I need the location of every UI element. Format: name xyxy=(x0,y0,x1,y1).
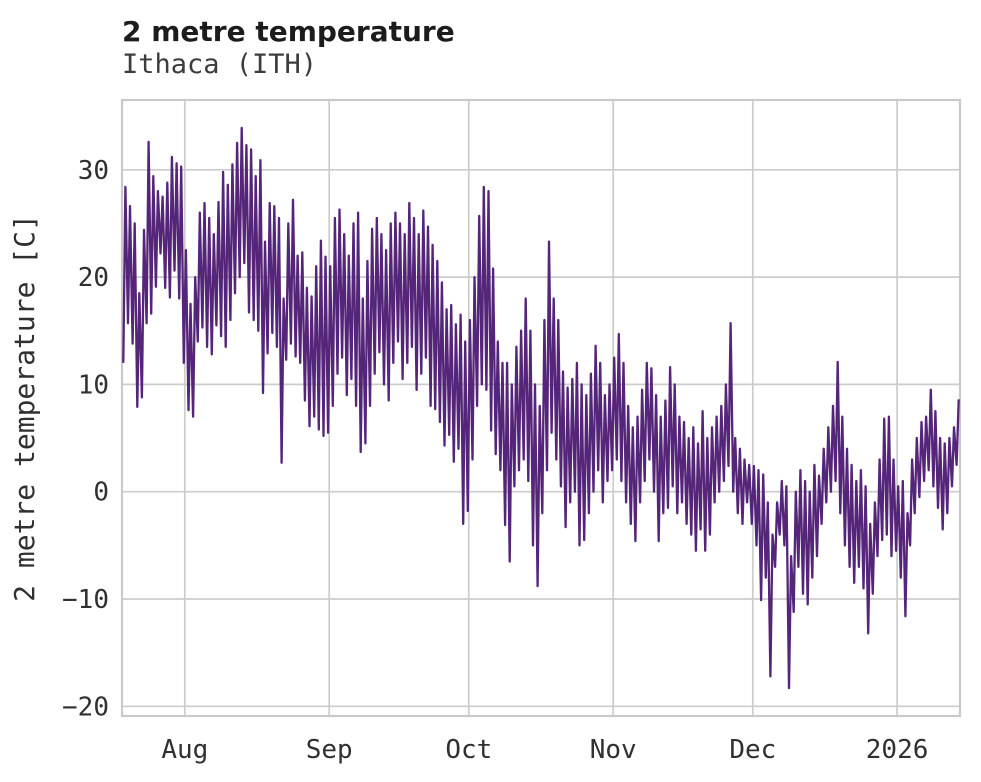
x-tick-label: Dec xyxy=(729,735,776,765)
y-tick-label: 0 xyxy=(93,478,109,508)
plot-border xyxy=(120,98,962,718)
x-tick-label: 2026 xyxy=(866,735,929,765)
y-tick-label: 20 xyxy=(78,263,109,293)
temperature-line xyxy=(122,126,960,690)
y-tick-label: 10 xyxy=(78,370,109,400)
x-tick-label: Oct xyxy=(445,735,492,765)
x-tick-label: Aug xyxy=(161,735,208,765)
chart-subtitle: Ithaca (ITH) xyxy=(122,49,318,80)
x-tick-label: Nov xyxy=(590,735,637,765)
y-tick-label: 30 xyxy=(78,156,109,186)
y-tick-label: −20 xyxy=(62,692,109,722)
y-axis-label: 2 metre temperature [C] xyxy=(8,214,41,602)
x-tick-label: Sep xyxy=(306,735,353,765)
chart-title: 2 metre temperature xyxy=(122,15,455,48)
y-tick-label: −10 xyxy=(62,585,109,615)
